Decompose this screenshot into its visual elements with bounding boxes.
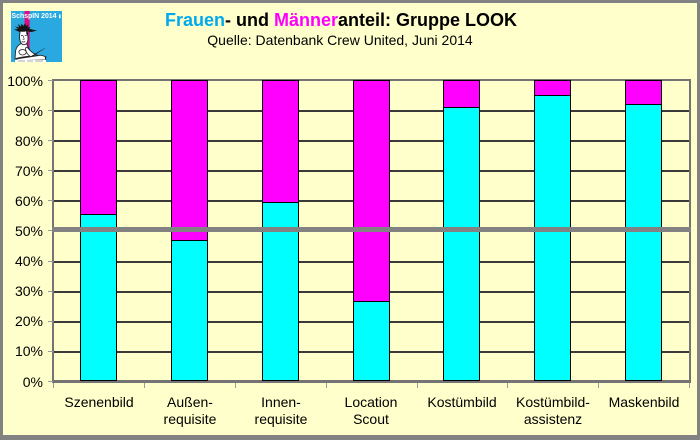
svg-text:SchspIN 2014: SchspIN 2014 [12, 13, 57, 20]
